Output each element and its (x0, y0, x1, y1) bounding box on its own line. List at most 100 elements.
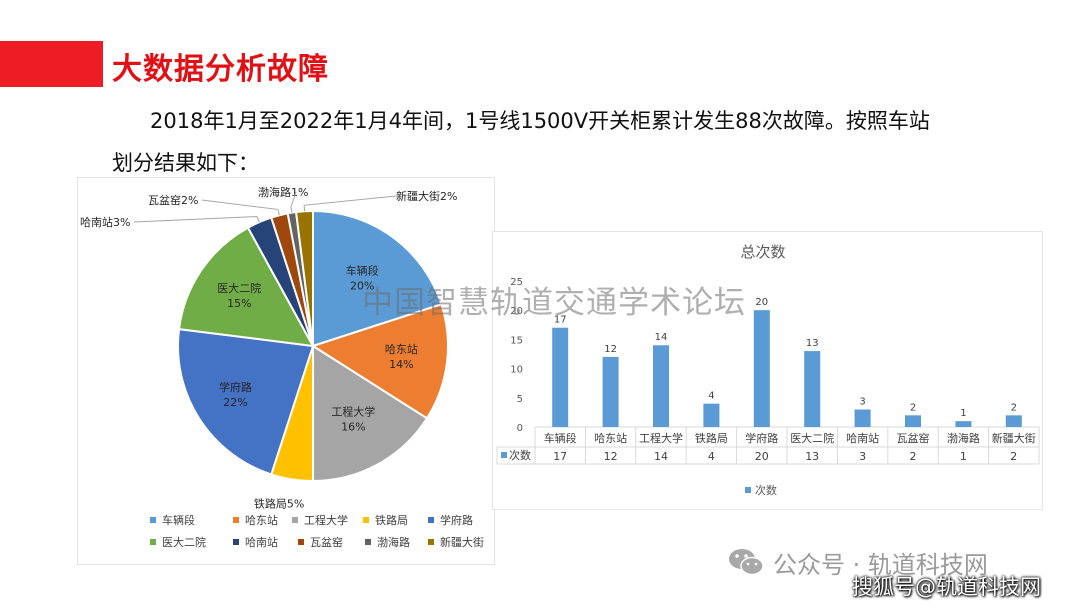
bar-2 (653, 345, 669, 427)
pie-legend-label-6: 哈南站 (245, 535, 278, 549)
bar-data-label-1: 12 (604, 344, 617, 355)
pie-slice-2 (312, 344, 429, 483)
bar-category-label-1: 哈东站 (594, 431, 627, 445)
bar-category-label-3: 铁路局 (695, 432, 728, 445)
bar-y-tick-5: 5 (517, 394, 523, 405)
pie-data-label-3: 铁路局5% (254, 497, 304, 510)
bar-3 (703, 403, 720, 427)
bar-category-label-6: 哈南站 (846, 431, 879, 445)
pie-data-label-7: 瓦盆窑2% (148, 193, 198, 207)
bar-category-label-2: 工程大学 (639, 431, 683, 445)
pie-slice-4 (177, 327, 315, 476)
bar-1 (602, 356, 619, 427)
data-table-series-marker (501, 452, 507, 458)
pie-legend-label-8: 渤海路 (377, 535, 410, 549)
bar-6 (854, 409, 871, 427)
data-table-value-8: 1 (960, 450, 967, 463)
page-title: 大数据分析故障 (112, 52, 329, 87)
bar-9 (1005, 415, 1022, 427)
title-accent-bar (0, 41, 103, 87)
pie-leader-line-8 (290, 191, 297, 213)
pie-data-label-1: 哈东站 14% (385, 342, 418, 371)
pie-legend-label-4: 学府路 (440, 513, 473, 527)
bar-data-label-3: 4 (708, 391, 714, 402)
pie-chart-panel: 车辆段 20% 哈东站 14% 工程大学 16% 铁路局5% 学府路 22% 医大二院 15% 哈南站… (78, 178, 494, 564)
data-table-value-1: 12 (604, 450, 618, 463)
bar-data-label-9: 2 (1011, 402, 1017, 413)
bar-legend-marker (745, 487, 751, 493)
bar-data-label-0: 17 (554, 315, 567, 326)
pie-legend-marker-5 (150, 539, 156, 545)
pie-legend-marker-1 (233, 517, 239, 523)
bar-category-label-9: 新疆大街 (992, 431, 1036, 445)
watermark-text: 中国智慧轨道交通学术论坛 (362, 285, 746, 321)
data-table-value-4: 20 (755, 450, 769, 463)
pie-legend-marker-0 (150, 517, 156, 523)
bar-data-label-8: 1 (960, 408, 966, 419)
bar-category-label-7: 瓦盆窑 (897, 431, 930, 445)
data-table-value-9: 2 (1010, 450, 1017, 463)
pie-legend-marker-2 (292, 517, 298, 523)
pie-slice-0 (312, 209, 443, 348)
pie-legend-marker-4 (428, 517, 434, 523)
wechat-account-text: 公众号 · 轨道科技网 (773, 550, 988, 579)
pie-legend-label-9: 新疆大街 (440, 535, 484, 549)
bar-8 (955, 421, 972, 427)
pie-data-label-8: 渤海路1% (258, 185, 308, 199)
bar-y-tick-25: 25 (510, 277, 523, 288)
data-table-value-2: 14 (654, 450, 668, 463)
pie-data-label-6: 哈南站3% (80, 215, 130, 229)
data-table-value-6: 3 (859, 450, 866, 463)
bar-chart-panel: 总次数 0 5 10 15 20 25 次数 17 车辆段 17 12 哈东站 12 14 工程大学 14 4 铁路… (493, 232, 1042, 509)
data-table-value-7: 2 (910, 450, 917, 463)
pie-leader-line-9 (303, 195, 397, 212)
intro-line-1: 2018年1月至2022年1月4年间，1号线1500V开关柜累计发生88次故障。… (150, 109, 930, 133)
bar-7 (905, 415, 921, 427)
bar-category-label-4: 学府路 (745, 431, 778, 445)
bar-0 (552, 327, 569, 427)
bar-data-label-5: 13 (806, 338, 819, 349)
sohu-watermark: 搜狐号@轨道科技网 (852, 575, 1041, 599)
data-table-value-3: 4 (708, 450, 715, 463)
pie-legend-marker-6 (233, 539, 239, 545)
data-table-value-0: 17 (553, 450, 567, 463)
bar-5 (804, 351, 821, 427)
pie-legend-marker-9 (428, 539, 434, 545)
data-table-series-name: 次数 (509, 448, 531, 462)
wechat-badge: 公众号 · 轨道科技网 (727, 545, 988, 579)
pie-chart: 车辆段 20% 哈东站 14% 工程大学 16% 铁路局5% 学府路 22% 医大二院 15% 哈南站… (80, 185, 484, 549)
bar-data-label-2: 14 (655, 332, 668, 343)
bar-data-label-6: 3 (859, 396, 865, 407)
pie-leader-line-6 (133, 216, 260, 223)
bar-4 (753, 310, 770, 427)
pie-legend-label-2: 工程大学 (304, 513, 348, 527)
pie-legend-marker-3 (363, 517, 369, 523)
pie-data-label-0: 车辆段 20% (346, 263, 379, 292)
pie-data-label-5: 医大二院 15% (217, 281, 261, 310)
pie-data-label-4: 学府路 22% (219, 380, 252, 409)
bar-legend-label: 次数 (755, 483, 777, 497)
bar-category-label-5: 医大二院 (790, 431, 834, 445)
bar-category-label-8: 渤海路 (947, 431, 980, 445)
bar-y-tick-10: 10 (510, 365, 523, 376)
pie-legend-label-3: 铁路局 (375, 514, 408, 527)
data-table-value-5: 13 (805, 450, 819, 463)
pie-legend-label-0: 车辆段 (162, 513, 195, 527)
wechat-icon (729, 549, 764, 576)
pie-slice-5 (177, 226, 315, 348)
pie-data-label-2: 工程大学 16% (331, 404, 375, 433)
bar-category-label-0: 车辆段 (544, 431, 577, 445)
pie-data-label-9: 新疆大街2% (396, 189, 457, 203)
bar-chart: 总次数0510152025次数17车辆段1712哈东站1214工程大学144铁路… (496, 243, 1040, 497)
intro-paragraph: 2018年1月至2022年1月4年间，1号线1500V开关柜累计发生88次故障。… (112, 100, 992, 184)
bar-data-label-7: 2 (910, 402, 916, 413)
pie-leader-line-7 (201, 199, 280, 216)
pie-legend-marker-8 (365, 539, 371, 545)
bar-y-tick-20: 20 (510, 306, 523, 317)
pie-legend-label-1: 哈东站 (245, 513, 278, 527)
bar-chart-title: 总次数 (740, 243, 785, 261)
pie-legend-label-7: 瓦盆窑 (310, 535, 343, 549)
pie-slice-1 (310, 303, 449, 420)
intro-line-2: 划分结果如下： (112, 151, 259, 175)
bar-y-tick-0: 0 (517, 423, 523, 434)
